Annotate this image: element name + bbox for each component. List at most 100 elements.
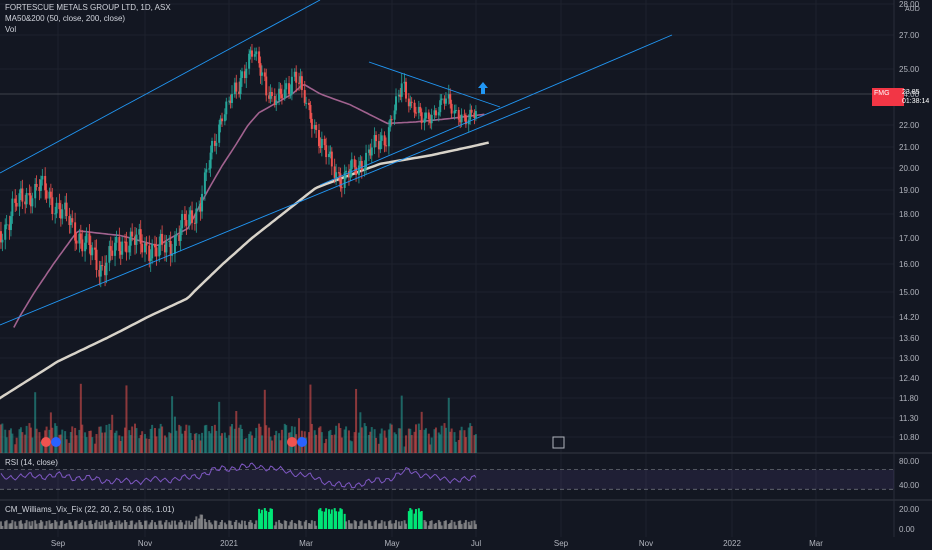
candle-body — [0, 231, 2, 243]
volume-bar — [417, 423, 420, 453]
candle-body — [260, 72, 263, 76]
candle-body — [365, 152, 368, 169]
wvf-bar — [365, 523, 368, 529]
wvf-bar — [69, 521, 72, 529]
candle-body — [460, 114, 463, 123]
volume-bar — [285, 425, 288, 453]
rsi-label[interactable]: RSI (14, close) — [5, 458, 58, 467]
volume-label[interactable]: Vol — [5, 25, 17, 34]
wvf-bar — [79, 522, 82, 529]
volume-bar — [191, 440, 194, 453]
candle-body — [233, 82, 236, 95]
volume-bar — [379, 433, 382, 453]
price-tick-label: 16.00 — [899, 260, 920, 269]
candle-body — [141, 243, 144, 253]
candle-body — [58, 202, 61, 210]
event-markers[interactable] — [41, 436, 565, 449]
volume-bar — [34, 392, 37, 453]
candle-body — [430, 114, 433, 124]
volume-bar — [39, 441, 42, 453]
wvf-bar — [105, 524, 108, 529]
volume-bar — [218, 401, 221, 453]
candle-body — [449, 94, 452, 104]
candle-body — [433, 110, 436, 115]
wvf-bar — [129, 520, 132, 529]
future-earnings-marker-icon — [552, 436, 565, 449]
volume-bar — [209, 433, 212, 453]
volume-bar — [367, 434, 370, 453]
wvf-bar — [410, 509, 413, 529]
wvf-bar — [48, 520, 51, 529]
wvf-bar — [239, 524, 242, 529]
volume-bar — [464, 437, 467, 453]
wvf-bar — [175, 524, 178, 529]
candle-body — [303, 90, 306, 103]
wvf-bar — [8, 523, 11, 529]
wvf-bar — [183, 524, 186, 529]
volume-bar — [310, 423, 313, 453]
wvf-bar — [309, 523, 312, 529]
candle-body — [211, 140, 214, 153]
wvf-bar — [295, 523, 298, 529]
candle-body — [181, 213, 184, 229]
candle-body — [240, 71, 243, 78]
wvf-bar — [231, 525, 233, 529]
volume-bar — [365, 426, 368, 453]
wvf-bar — [333, 508, 336, 529]
volume-bar — [4, 429, 7, 453]
rsi-tick-label: 40.00 — [899, 481, 920, 490]
price-tick-label: 24.00 — [899, 90, 920, 99]
symbol-title[interactable]: FORTESCUE METALS GROUP LTD, 1D, ASX — [5, 3, 171, 12]
volume-bar — [179, 426, 182, 453]
wvf-label[interactable]: CM_Williams_Vix_Fix (22, 20, 2, 50, 0.85… — [5, 505, 175, 514]
wvf-bar — [155, 524, 158, 529]
volume-bar — [283, 423, 286, 453]
wvf-bar — [289, 521, 292, 529]
wvf-bar — [109, 520, 112, 529]
wvf-bar — [279, 522, 282, 529]
volume-bar — [459, 430, 462, 453]
volume-bar — [139, 434, 142, 453]
volume-bar — [128, 430, 131, 453]
volume-bar — [59, 434, 62, 453]
volume-bar — [158, 428, 161, 453]
candle-body — [128, 245, 131, 253]
volume-bar — [111, 414, 114, 453]
candle-body — [265, 76, 268, 96]
price-axis[interactable]: 28.00 27.00 25.00 24.00 22.00 21.00 20.00 19.00… — [899, 0, 920, 534]
price-tick-label: 10.80 — [899, 433, 920, 442]
wvf-bar — [353, 520, 356, 529]
candle-body — [34, 183, 37, 199]
price-tick-label: 14.20 — [899, 313, 920, 322]
volume-bar — [259, 426, 262, 453]
candle-body — [380, 135, 383, 141]
trendlines[interactable] — [0, 0, 673, 326]
volume-bar — [273, 435, 276, 453]
candle-body — [145, 243, 148, 246]
candle-body — [158, 244, 161, 257]
wvf-bar — [193, 520, 196, 529]
candle-body — [94, 247, 97, 250]
volume-bar — [320, 432, 323, 453]
wvf-bar — [111, 521, 114, 529]
ma-indicator-label[interactable]: MA50&200 (50, close, 200, close) — [5, 14, 126, 23]
time-tick-label: Sep — [51, 539, 66, 548]
wvf-bar — [255, 520, 258, 529]
candle-body — [319, 146, 322, 148]
wvf-bar — [393, 523, 396, 529]
volume-bar — [329, 429, 332, 453]
wvf-tick-label: 20.00 — [899, 505, 920, 514]
volume-bar — [449, 431, 452, 453]
wvf-bar — [68, 520, 71, 529]
candle-body — [65, 202, 68, 217]
time-axis[interactable]: Sep Nov 2021 Mar May Jul Sep Nov 2022 Mar — [51, 539, 823, 548]
candlesticks — [0, 44, 477, 288]
wvf-bar — [28, 521, 31, 529]
wvf-bar — [407, 511, 410, 529]
candle-body — [38, 186, 41, 191]
wvf-bar — [380, 520, 383, 529]
candle-body — [243, 71, 246, 79]
candle-body — [209, 152, 212, 169]
volume-bar — [74, 427, 77, 453]
